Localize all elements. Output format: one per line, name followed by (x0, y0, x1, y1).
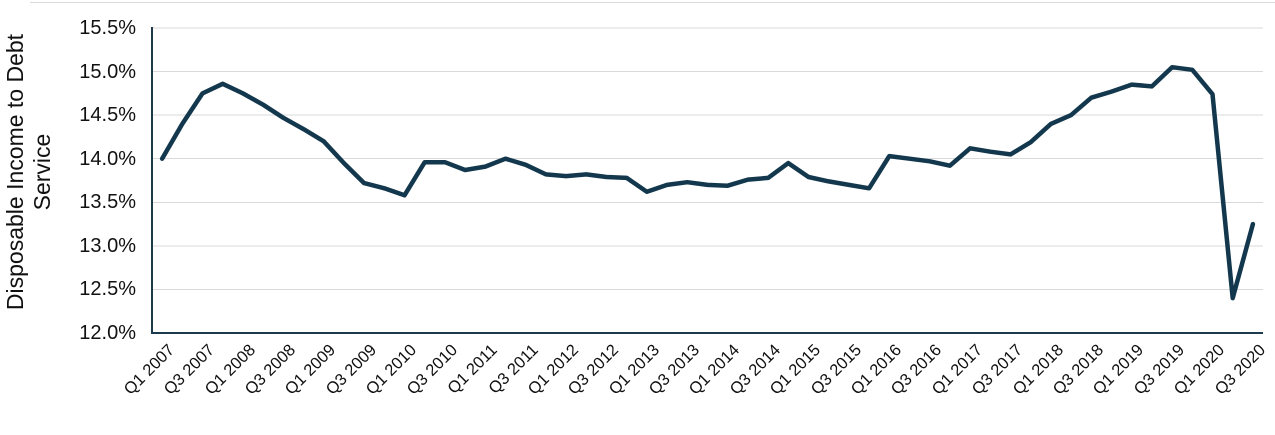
y-tick-label: 15.0% (79, 60, 136, 83)
data-series-line (159, 64, 1256, 301)
y-tick-label: 14.0% (79, 147, 136, 170)
y-tick-label: 15.5% (79, 17, 136, 39)
top-border-rule (30, 2, 1275, 3)
y-tick-label: 13.0% (79, 234, 136, 257)
y-tick-label: 14.5% (79, 104, 136, 127)
y-tick-label: 13.5% (79, 191, 136, 214)
y-tick-label: 12.5% (79, 278, 136, 301)
y-tick-label: 12.0% (79, 322, 136, 344)
